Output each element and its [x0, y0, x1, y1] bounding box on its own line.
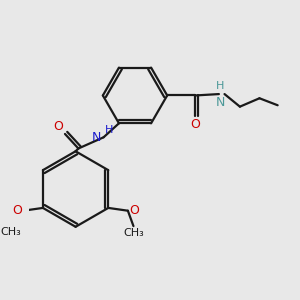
Text: N: N — [216, 96, 225, 109]
Text: N: N — [92, 131, 101, 144]
Text: CH₃: CH₃ — [123, 228, 144, 238]
Text: O: O — [12, 204, 22, 217]
Text: O: O — [190, 118, 200, 131]
Text: O: O — [54, 119, 64, 133]
Text: H: H — [104, 125, 113, 135]
Text: O: O — [129, 204, 139, 217]
Text: CH₃: CH₃ — [0, 227, 21, 237]
Text: H: H — [216, 81, 224, 91]
